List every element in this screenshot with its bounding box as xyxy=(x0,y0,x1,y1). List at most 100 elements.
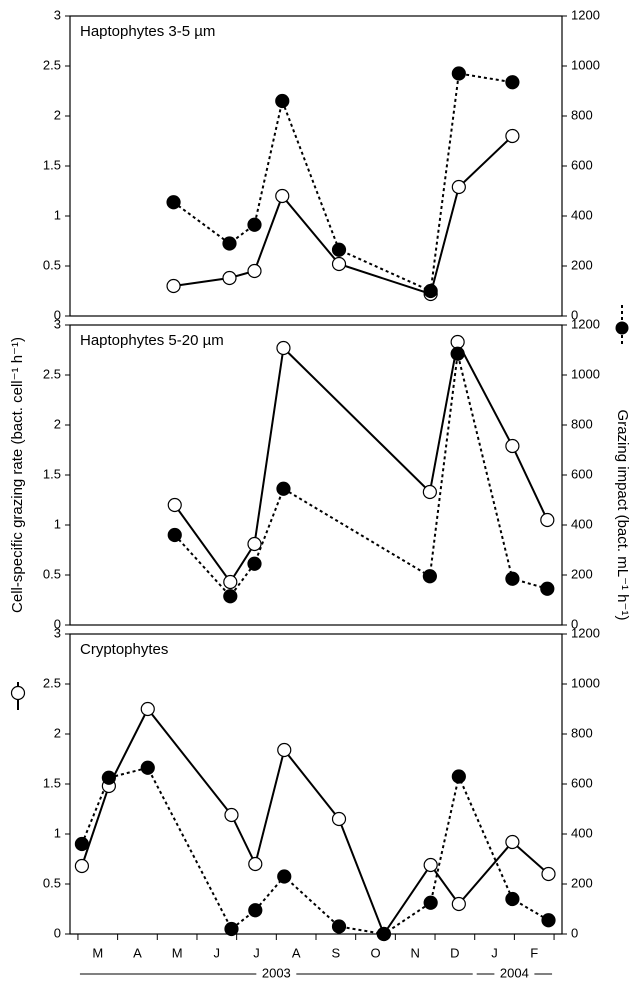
y-tick-label: 3 xyxy=(54,625,61,640)
y-tick-label: 2 xyxy=(54,725,61,740)
y-tick-label: 2 xyxy=(54,416,61,431)
plot-frame xyxy=(69,633,563,935)
y2-tick-label: 1000 xyxy=(571,675,600,690)
data-point xyxy=(276,481,291,496)
y-tick-label: 1 xyxy=(54,825,61,840)
series-line xyxy=(174,353,548,598)
y2-tick-label: 800 xyxy=(571,107,593,122)
y-tick-label: 2.5 xyxy=(43,366,61,381)
y2-tick-label: 200 xyxy=(571,875,593,890)
y2-tick-label: 600 xyxy=(571,775,593,790)
y2-tick-label: 600 xyxy=(571,466,593,481)
data-point xyxy=(505,128,520,144)
y-tick-label: 3 xyxy=(54,7,61,22)
data-point xyxy=(331,919,347,934)
y2-tick-label: 400 xyxy=(571,207,593,222)
x-tick-label: M xyxy=(92,945,103,960)
y2-tick-label: 600 xyxy=(571,157,593,172)
panel-title: Cryptophytes xyxy=(80,641,168,658)
y-tick-label: 1 xyxy=(54,516,61,531)
y2-tick-label: 1000 xyxy=(571,366,600,381)
data-point xyxy=(224,807,239,823)
y-tick-label: 0 xyxy=(54,307,61,322)
y-tick-label: 2.5 xyxy=(43,57,61,72)
y-tick-label: 0.5 xyxy=(43,257,61,272)
data-point xyxy=(540,512,555,528)
data-point xyxy=(166,195,181,210)
data-point xyxy=(223,589,238,604)
data-point xyxy=(422,569,437,584)
data-point xyxy=(450,346,465,361)
data-point xyxy=(74,858,90,874)
data-point xyxy=(505,891,520,907)
data-point xyxy=(331,242,347,257)
y-tick-label: 1.5 xyxy=(43,466,61,481)
data-point xyxy=(222,236,237,251)
data-point xyxy=(450,334,465,350)
x-tick-label: J xyxy=(214,945,221,960)
data-point xyxy=(223,574,238,590)
data-point xyxy=(166,278,181,294)
data-point xyxy=(451,66,466,81)
legend-marker xyxy=(615,321,629,335)
data-point xyxy=(423,283,438,299)
data-point xyxy=(277,869,292,884)
y2-tick-label: 1200 xyxy=(571,625,600,640)
y2-tick-label: 400 xyxy=(571,516,593,531)
data-point xyxy=(505,75,520,90)
data-point xyxy=(248,903,263,918)
data-point xyxy=(331,256,347,272)
y-tick-label: 0.5 xyxy=(43,875,61,890)
y2-tick-label: 0 xyxy=(571,307,578,322)
data-point xyxy=(167,497,182,513)
series-line xyxy=(173,338,549,584)
data-point xyxy=(451,179,466,195)
data-point xyxy=(140,760,155,775)
data-point xyxy=(505,571,520,586)
legend-marker xyxy=(10,685,26,701)
y-axis-title: Cell-specific grazing rate (bact. cell⁻¹… xyxy=(9,337,26,613)
y2-tick-label: 800 xyxy=(571,725,593,740)
x-tick-label: O xyxy=(370,945,380,960)
data-point xyxy=(275,188,290,204)
panel-title: Haptophytes 5-20 µm xyxy=(80,332,224,349)
y2-tick-label: 0 xyxy=(571,925,578,940)
data-point xyxy=(331,811,347,827)
data-point xyxy=(247,536,262,552)
left-legend-symbol xyxy=(10,682,26,710)
right-legend-symbol xyxy=(615,305,629,345)
data-point xyxy=(247,263,262,279)
data-point xyxy=(541,866,556,882)
data-point xyxy=(541,913,556,928)
data-point xyxy=(376,926,391,942)
data-point xyxy=(451,896,466,912)
data-point xyxy=(224,921,239,937)
y2-tick-label: 200 xyxy=(571,566,593,581)
data-point xyxy=(505,438,520,454)
x-tick-label: A xyxy=(292,945,301,960)
data-point xyxy=(451,769,466,784)
x-tick-label: F xyxy=(530,945,538,960)
y2-tick-label: 200 xyxy=(571,257,593,272)
series-line xyxy=(80,707,550,937)
y-tick-label: 0 xyxy=(54,616,61,631)
y2-tick-label: 400 xyxy=(571,825,593,840)
x-tick-label: S xyxy=(332,945,341,960)
x-tick-label: J xyxy=(253,945,260,960)
x-tick-label: N xyxy=(410,945,419,960)
y-tick-label: 1 xyxy=(54,207,61,222)
data-point xyxy=(505,834,520,850)
data-point xyxy=(248,856,263,872)
data-point xyxy=(140,701,155,717)
y-tick-label: 2.5 xyxy=(43,675,61,690)
year-label: 2004 xyxy=(500,965,529,980)
data-point xyxy=(276,340,291,356)
y-tick-label: 1.5 xyxy=(43,775,61,790)
data-point xyxy=(101,770,116,785)
y2-tick-label: 1200 xyxy=(571,316,600,331)
x-tick-label: J xyxy=(491,945,498,960)
data-point xyxy=(422,484,437,500)
x-tick-label: M xyxy=(172,945,183,960)
year-label: 2003 xyxy=(262,965,291,980)
